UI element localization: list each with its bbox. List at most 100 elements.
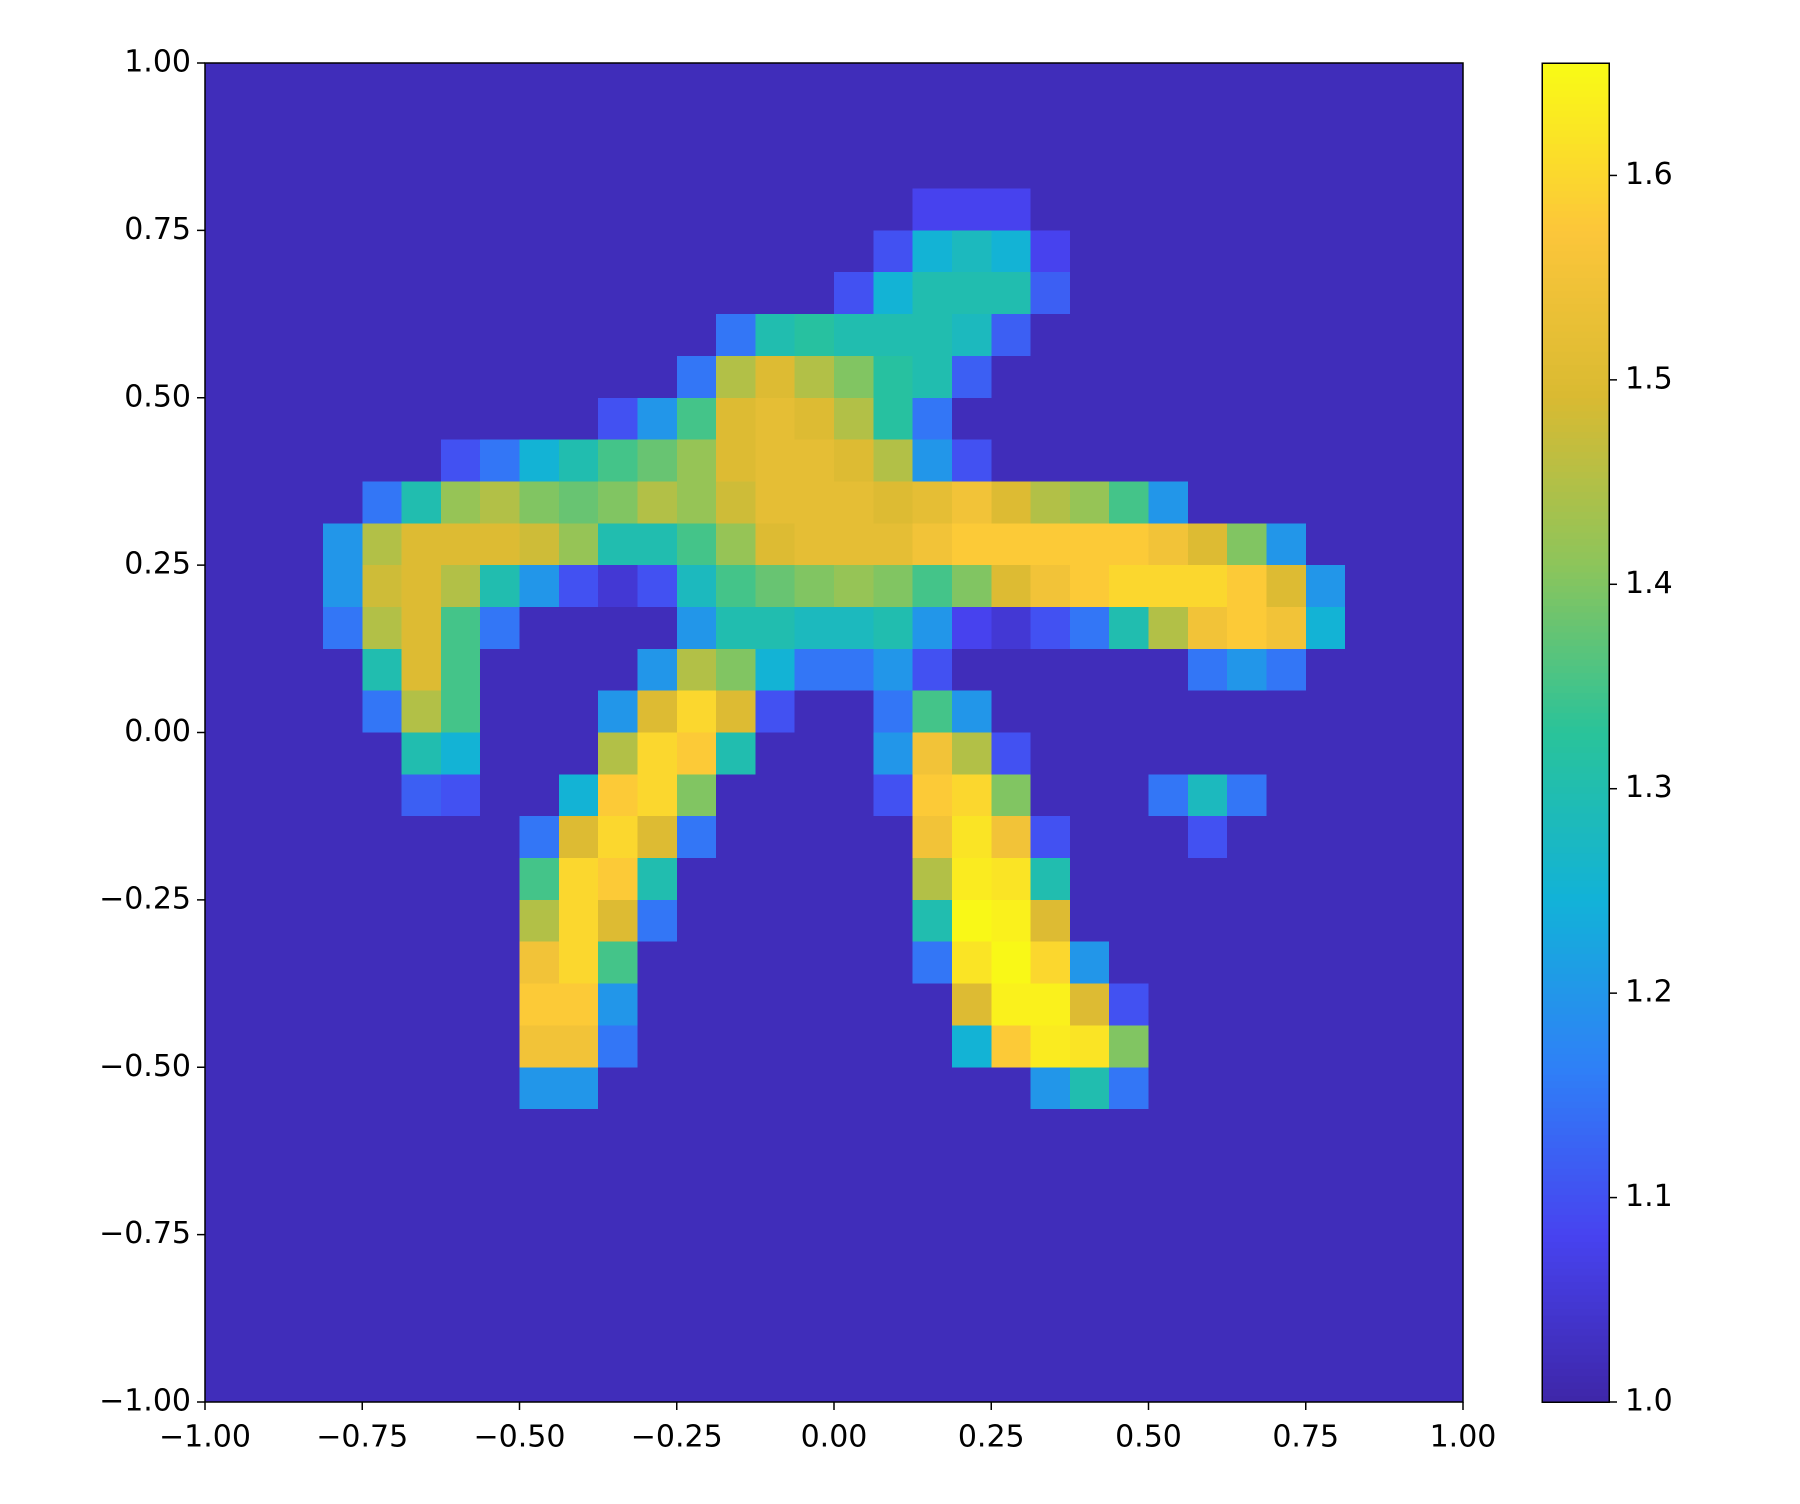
heatmap-cell [205,606,245,650]
heatmap-cell [598,523,639,566]
heatmap-cell [1345,355,1385,399]
heatmap-cell [401,272,442,315]
colorbar-slice [1542,812,1609,821]
heatmap-cell [716,774,756,817]
heatmap-cell [1187,732,1228,775]
colorbar-slice [1542,109,1609,118]
heatmap-cell [480,104,521,148]
heatmap-cell [912,146,953,190]
heatmap-cell [1305,690,1346,734]
heatmap-cell [480,899,521,943]
heatmap-cell [1305,816,1346,859]
heatmap-cell [873,523,914,566]
heatmap-cell [1345,63,1385,106]
heatmap-cell [716,104,756,148]
colorbar-slice [1542,1027,1609,1035]
heatmap-cell [991,397,1032,441]
heatmap-cell [1227,1067,1268,1110]
heatmap-cell [1069,1234,1110,1278]
heatmap-cell [1266,941,1307,985]
heatmap-cell [755,606,796,650]
colorbar-slice [1542,1368,1609,1376]
heatmap-cell [558,732,599,775]
heatmap-cell [440,355,481,399]
heatmap-cell [558,355,599,399]
heatmap-cell [1345,1150,1385,1194]
heatmap-cell [951,1150,992,1194]
colorbar-slice [1542,324,1609,332]
colorbar-slice [1542,1234,1609,1242]
colorbar-slice [1542,598,1609,606]
heatmap-cell [1069,690,1110,734]
colorbar-slice [1542,1134,1609,1142]
colorbar-slice [1542,792,1609,801]
heatmap-cell [1109,1067,1150,1110]
colorbar-slice [1542,1120,1609,1129]
heatmap-cell [755,230,796,273]
heatmap-cell [1305,1276,1346,1319]
colorbar-slice [1542,652,1609,660]
heatmap-cell [1187,104,1228,148]
heatmap-cell [283,1025,324,1068]
heatmap-cell [480,230,521,273]
colorbar-slice [1542,404,1609,412]
heatmap-cell [794,439,835,483]
heatmap-cell [205,941,245,985]
colorbar-slice [1542,986,1609,995]
heatmap-cell [1148,1276,1189,1319]
heatmap-cell [1423,1360,1464,1403]
heatmap-cell [480,774,521,817]
colorbar-slice [1542,504,1609,513]
heatmap-cell [873,314,914,357]
heatmap-cell [1069,230,1110,273]
heatmap-cell [598,397,639,441]
heatmap-cell [1030,355,1071,399]
heatmap-cell [716,397,756,441]
colorbar-slice [1542,531,1609,539]
heatmap-cell [912,732,953,775]
heatmap-cell [1109,1025,1150,1068]
heatmap-cell [322,146,363,190]
colorbar-frame [1541,62,1610,1403]
heatmap-cell [1148,355,1189,399]
heatmap-cell [558,439,599,483]
heatmap-cell [519,1276,560,1319]
colorbar-slice [1542,551,1609,560]
heatmap-cell [283,397,324,441]
colorbar-slice [1542,799,1609,807]
colorbar-slice [1542,1167,1609,1175]
heatmap-cell [519,188,560,231]
heatmap-cell [834,941,874,985]
heatmap-cell [1305,858,1346,901]
colorbar-slice [1542,665,1609,673]
heatmap-cell [598,1150,639,1194]
colorbar-slice [1542,89,1609,98]
heatmap-cell [480,439,521,483]
heatmap-cell [912,1234,953,1278]
colorbar-slice [1542,1335,1609,1343]
heatmap-cell [991,732,1032,775]
heatmap-cell [519,690,560,734]
heatmap-cell [794,104,835,148]
heatmap-cell [558,272,599,315]
heatmap-cell [1384,1276,1425,1319]
heatmap-cell [716,606,756,650]
colorbar-slice [1542,1087,1609,1095]
heatmap-cell [755,104,796,148]
heatmap-cell [991,1276,1032,1319]
heatmap-cell [1187,1318,1228,1361]
heatmap-cell [205,648,245,692]
heatmap-cell [244,606,285,650]
heatmap-cell [794,774,835,817]
heatmap-cell [1305,188,1346,231]
heatmap-cell [401,523,442,566]
heatmap-cell [1384,188,1425,231]
heatmap-cell [912,523,953,566]
heatmap-cell [834,230,874,273]
heatmap-cell [1345,1192,1385,1236]
heatmap-cell [480,732,521,775]
heatmap-cell [873,983,914,1027]
heatmap-cell [1423,1025,1464,1068]
heatmap-cell [1227,1192,1268,1236]
heatmap-cell [283,1276,324,1319]
